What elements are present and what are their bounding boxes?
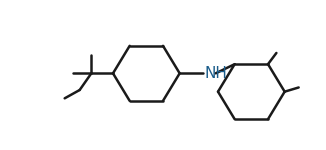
Text: NH: NH (205, 66, 228, 81)
